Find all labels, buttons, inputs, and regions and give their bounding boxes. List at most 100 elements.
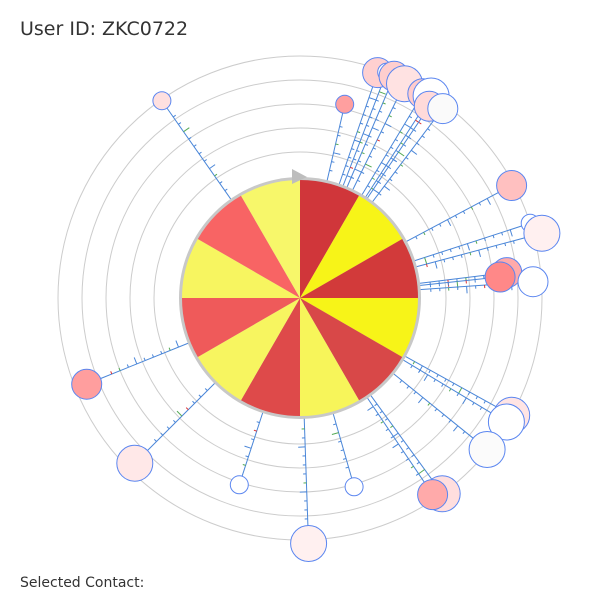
contact-node[interactable] (427, 93, 459, 125)
interaction-tick (399, 131, 403, 134)
distance-ring (153, 151, 447, 445)
interaction-tick (368, 97, 376, 101)
interaction-tick (452, 256, 454, 261)
interaction-tick (176, 410, 183, 417)
direction-marker-icon (292, 169, 307, 184)
contact-spoke (371, 120, 435, 203)
wheel-segment (300, 239, 418, 298)
interaction-tick (224, 188, 228, 192)
interaction-tick (372, 127, 379, 131)
contact-spoke (419, 273, 493, 284)
wheel-segment (197, 195, 300, 298)
interaction-tick (413, 129, 417, 132)
interaction-tick (410, 149, 418, 155)
interaction-tick (360, 122, 364, 125)
interaction-tick (470, 206, 474, 210)
interaction-tick (345, 466, 349, 469)
interaction-tick (342, 458, 347, 460)
interaction-tick (426, 263, 428, 268)
interaction-tick (504, 242, 507, 247)
interaction-tick (447, 219, 452, 227)
interaction-tick (486, 198, 491, 205)
interaction-tick (434, 261, 438, 269)
contact-node[interactable] (523, 214, 561, 252)
interaction-tick (478, 202, 482, 206)
interaction-tick (374, 403, 378, 407)
contact-node[interactable] (468, 431, 506, 468)
interaction-tick (418, 369, 421, 373)
contact-node[interactable] (417, 479, 449, 511)
interaction-tick (385, 428, 389, 432)
interaction-tick (388, 115, 392, 118)
interaction-tick (428, 369, 431, 374)
interaction-tick (192, 400, 195, 404)
interaction-tick (408, 136, 412, 140)
interaction-tick (382, 102, 386, 105)
interaction-tick (175, 340, 179, 348)
contact-node[interactable] (517, 266, 549, 298)
interaction-tick (393, 159, 397, 162)
interaction-tick (345, 165, 349, 168)
interaction-tick (410, 465, 414, 469)
contact-node[interactable] (229, 475, 249, 495)
interaction-tick (338, 440, 342, 443)
interaction-tick (385, 154, 389, 157)
interaction-tick (394, 171, 398, 175)
contact-spoke (346, 90, 389, 188)
interaction-tick (378, 181, 382, 185)
interaction-tick (351, 148, 355, 151)
interaction-tick (478, 249, 481, 258)
interaction-tick (408, 115, 413, 119)
wheel-segment (300, 298, 403, 401)
interaction-tick (466, 243, 470, 251)
contact-node[interactable] (71, 368, 103, 400)
interaction-tick (331, 161, 335, 163)
interaction-tick (379, 91, 386, 95)
interaction-tick (118, 367, 121, 371)
interaction-tick (421, 135, 425, 139)
interaction-tick (354, 168, 362, 173)
contact-node[interactable] (116, 444, 154, 482)
interaction-tick (361, 152, 365, 155)
contact-spoke (404, 355, 497, 408)
interaction-tick (448, 388, 452, 392)
interaction-tick (436, 374, 439, 378)
interaction-tick (392, 443, 399, 449)
interaction-tick (472, 402, 475, 406)
interaction-tick (390, 425, 394, 429)
interaction-tick (203, 159, 207, 162)
interaction-tick (365, 143, 369, 146)
contact-node[interactable] (487, 403, 525, 441)
interaction-tick (444, 378, 447, 382)
interaction-tick (389, 178, 393, 182)
contact-node[interactable] (152, 91, 172, 111)
interaction-tick (384, 418, 388, 421)
interaction-tick (388, 166, 392, 170)
interaction-tick (453, 425, 459, 432)
interaction-tick (219, 181, 223, 184)
interaction-tick (373, 188, 380, 194)
interaction-tick (368, 135, 372, 138)
contact-node[interactable] (496, 170, 528, 201)
contact-node[interactable] (290, 525, 328, 562)
interaction-tick (469, 252, 472, 256)
interaction-tick (375, 118, 379, 122)
contact-node[interactable] (484, 261, 516, 293)
contact-node[interactable] (344, 477, 364, 497)
interaction-tick (168, 347, 171, 351)
interaction-tick (143, 357, 146, 361)
contact-spoke (342, 80, 384, 187)
interaction-tick (160, 350, 163, 354)
interaction-tick (357, 131, 361, 134)
interaction-tick (244, 445, 252, 449)
interaction-tick (410, 127, 414, 130)
interaction-tick (405, 156, 409, 160)
contact-node[interactable] (335, 94, 355, 114)
interaction-tick (424, 257, 428, 265)
interaction-tick (367, 406, 374, 411)
interaction-tick (412, 361, 416, 365)
interaction-tick (406, 385, 410, 389)
interaction-tick (350, 166, 354, 169)
interaction-tick (441, 414, 445, 418)
